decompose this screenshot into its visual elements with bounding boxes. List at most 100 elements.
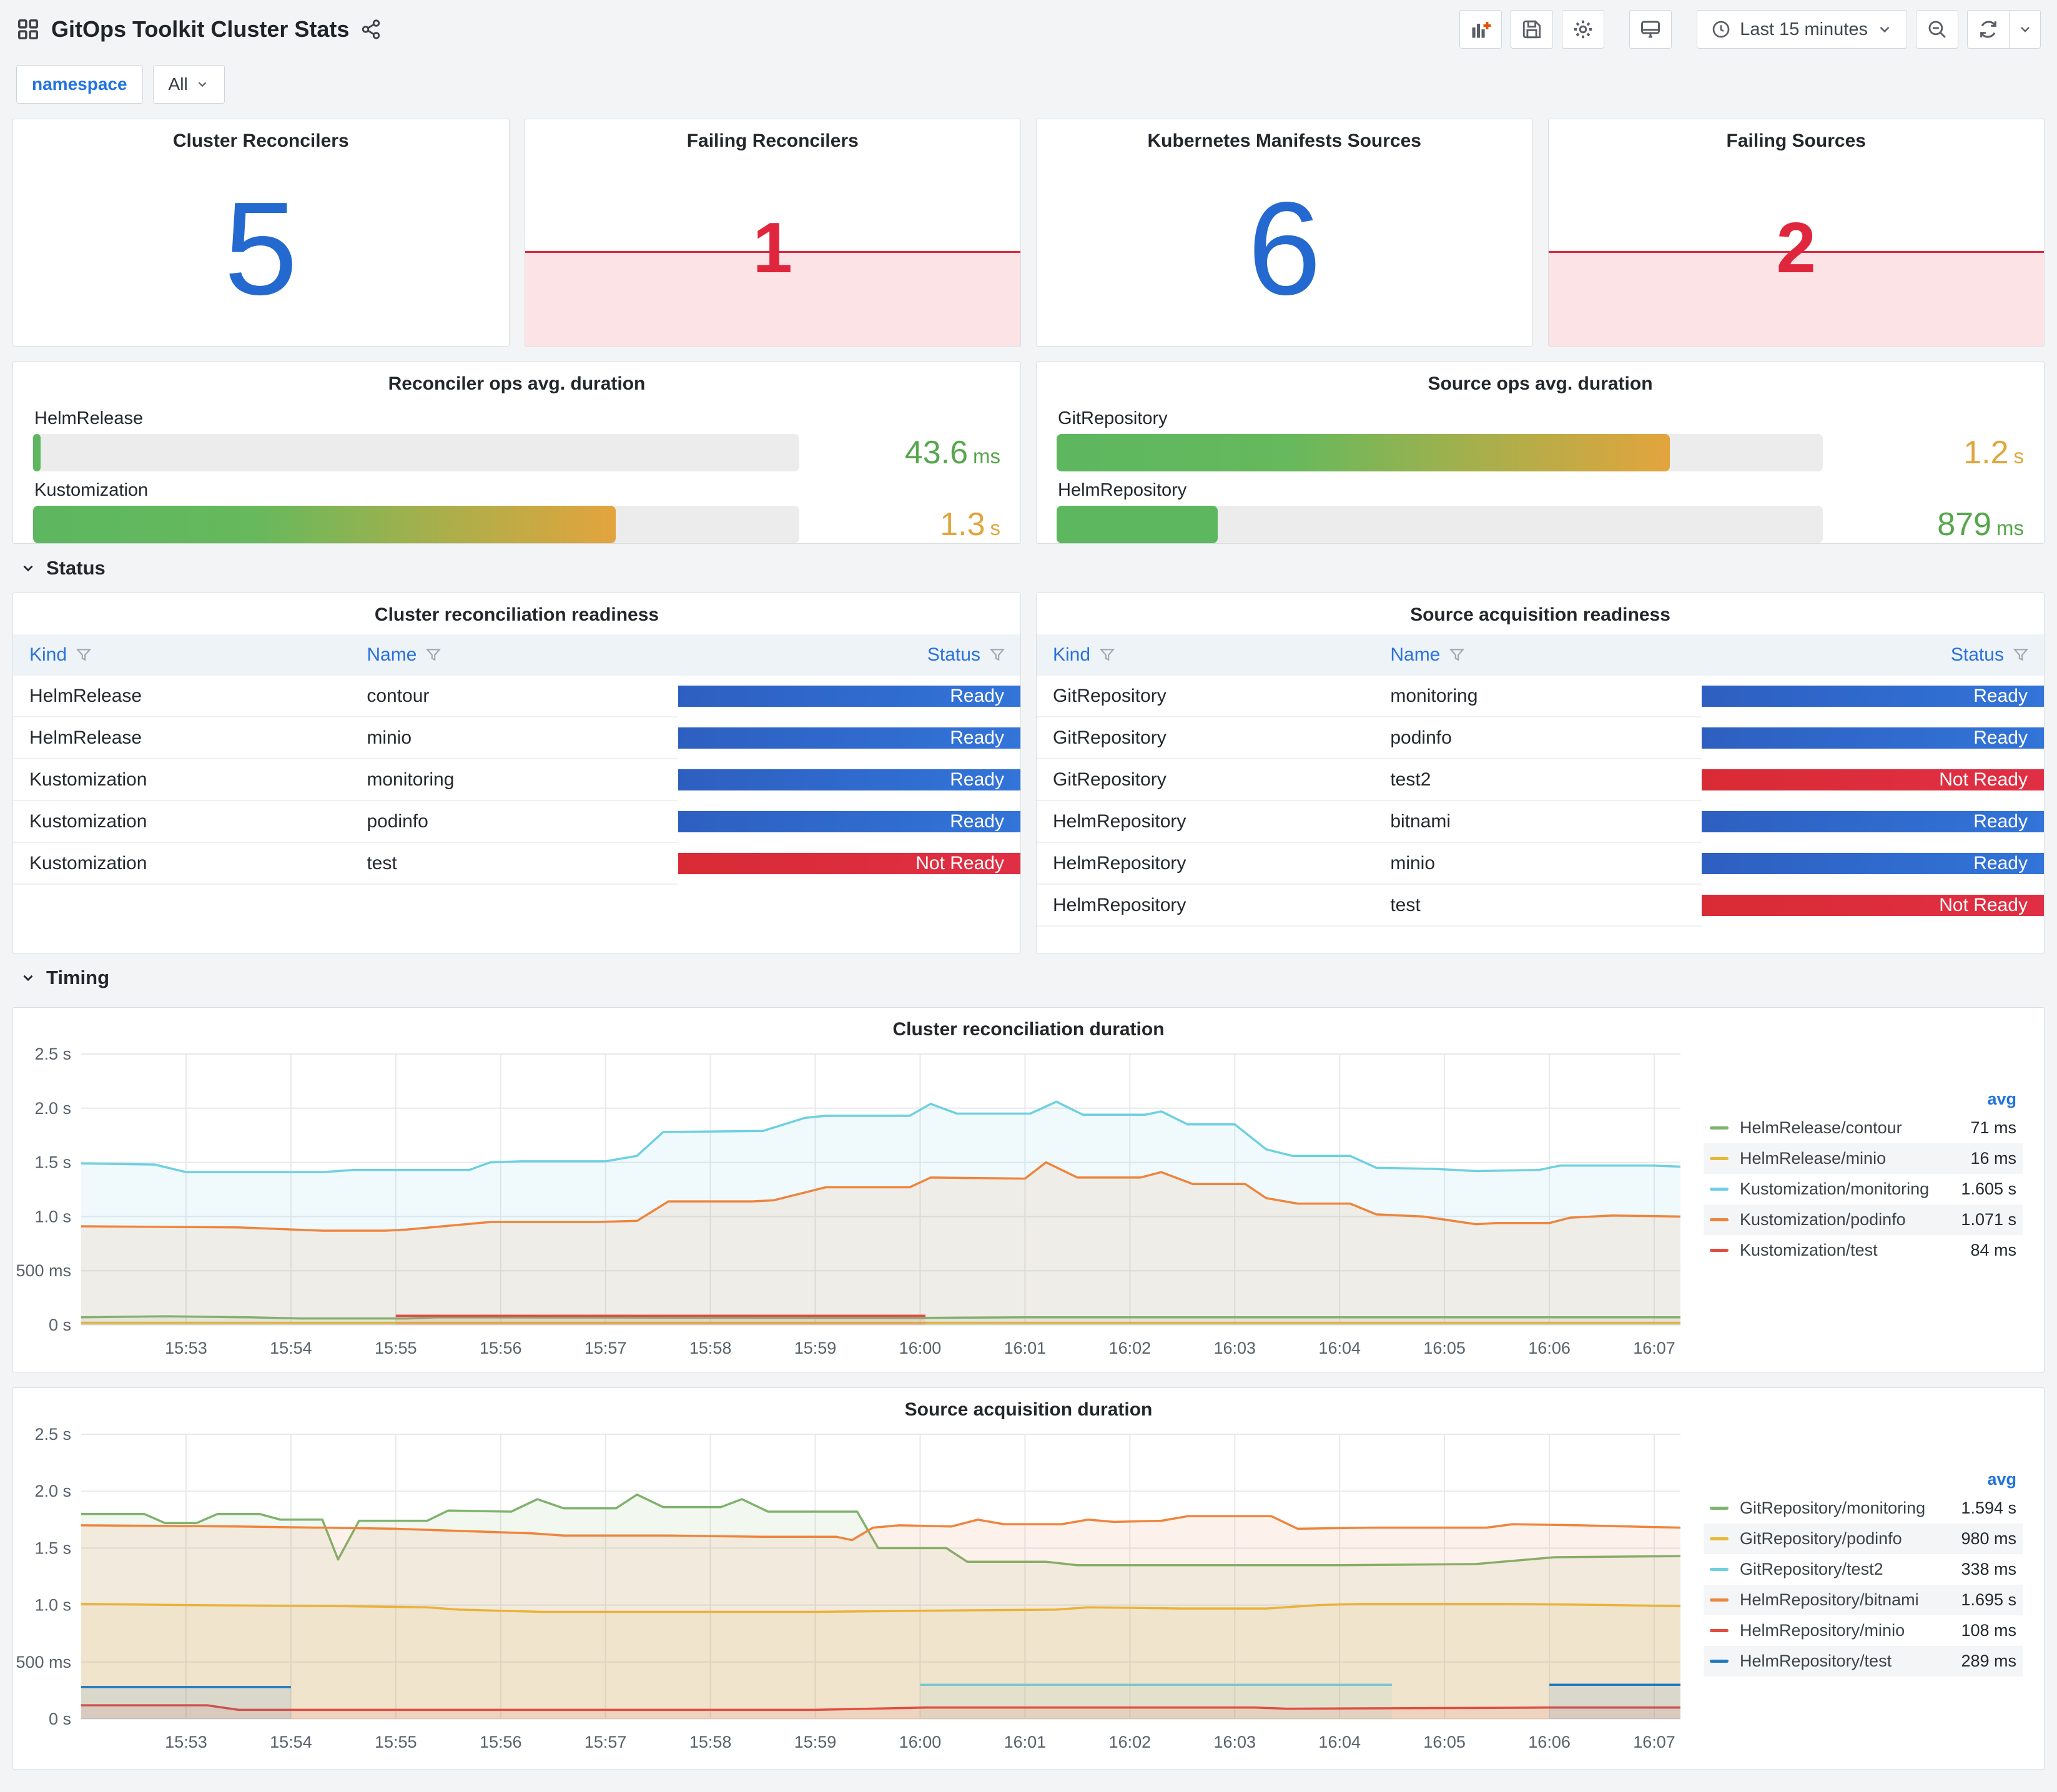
row-timing-toggle[interactable]: Timing [12, 953, 2045, 1002]
bar-gauge-title: Source ops avg. duration [1428, 373, 1653, 394]
svg-text:16:00: 16:00 [899, 1733, 942, 1751]
legend-item[interactable]: HelmRelease/contour 71 ms [1704, 1113, 2023, 1143]
table-panel-title: Source acquisition readiness [1410, 604, 1670, 625]
status-badge: Not Ready [1701, 769, 2044, 790]
legend-item[interactable]: GitRepository/monitoring 1.594 s [1704, 1493, 2023, 1524]
refresh-button-group [1967, 10, 2041, 49]
variable-namespace-value[interactable]: All [152, 65, 225, 104]
time-series-plot[interactable]: 0 s 500 ms 1.0 s 1.5 s 2.0 s 2.5 s 15:53 15:54 1… [16, 1044, 1689, 1369]
column-header-status[interactable]: Status [678, 644, 1020, 666]
svg-text:15:55: 15:55 [375, 1733, 417, 1751]
cell-status: Ready [1701, 843, 2044, 885]
svg-text:1.0 s: 1.0 s [34, 1207, 71, 1226]
row-status-toggle[interactable]: Status [12, 544, 2045, 593]
legend-series-name: HelmRepository/test [1740, 1652, 1892, 1670]
legend-item[interactable]: Kustomization/podinfo 1.071 s [1704, 1204, 2023, 1235]
svg-text:15:56: 15:56 [480, 1733, 522, 1751]
bar-gauge-fill [1057, 434, 1670, 471]
legend-item[interactable]: GitRepository/podinfo 980 ms [1704, 1524, 2023, 1554]
cell-status: Not Ready [1701, 885, 2044, 927]
save-dashboard-button[interactable] [1511, 10, 1554, 49]
threshold-fill-region [525, 252, 1020, 346]
table-row: GitRepository podinfo Ready [1037, 717, 2044, 759]
bar-gauge-value: 879 ms [1937, 506, 2024, 543]
table-row: Kustomization podinfo Ready [13, 801, 1020, 843]
variable-namespace-label[interactable]: namespace [16, 65, 143, 104]
bar-gauge-fill [33, 506, 616, 543]
svg-text:1.0 s: 1.0 s [34, 1596, 71, 1615]
cell-kind: GitRepository [1037, 717, 1374, 759]
row-timing-label: Timing [46, 967, 110, 988]
legend-item[interactable]: GitRepository/test2 338 ms [1704, 1554, 2023, 1585]
legend-item[interactable]: HelmRelease/minio 16 ms [1704, 1143, 2023, 1174]
stat-panel: Failing Sources 2 [1547, 119, 2045, 347]
svg-text:500 ms: 500 ms [16, 1653, 71, 1671]
cell-name: minio [1374, 843, 1702, 885]
dashboard-settings-button[interactable] [1562, 10, 1605, 49]
status-tables-row: Cluster reconciliation readiness Kind Name… [12, 593, 2045, 953]
add-panel-button[interactable] [1459, 10, 1502, 49]
table-panel-title: Cluster reconciliation readiness [374, 604, 659, 625]
cell-name: contour [350, 676, 678, 717]
svg-text:15:53: 15:53 [165, 1733, 207, 1751]
svg-text:15:54: 15:54 [270, 1733, 312, 1751]
refresh-interval-dropdown[interactable] [2010, 10, 2041, 49]
table-panel: Source acquisition readiness Kind Name Stat… [1036, 593, 2045, 953]
legend-series-name: Kustomization/podinfo [1740, 1210, 1906, 1229]
svg-text:2.0 s: 2.0 s [34, 1099, 71, 1118]
legend-avg-value: 16 ms [1970, 1149, 2016, 1168]
template-variables: namespace All [16, 65, 2041, 104]
svg-text:16:04: 16:04 [1318, 1733, 1361, 1751]
chevron-down-icon [198, 82, 206, 87]
svg-text:16:07: 16:07 [1633, 1339, 1675, 1357]
legend-item[interactable]: HelmRepository/bitnami 1.695 s [1704, 1585, 2023, 1615]
share-icon[interactable] [360, 19, 382, 40]
cell-name: monitoring [1374, 676, 1702, 717]
cell-kind: Kustomization [13, 759, 351, 801]
table-row: GitRepository test2 Not Ready [1037, 759, 2044, 801]
time-range-picker[interactable]: Last 15 minutes [1697, 10, 1907, 49]
chart-title: Source acquisition duration [904, 1399, 1153, 1420]
stat-panels-row: Cluster Reconcilers 5 Failing Reconcilers 1… [12, 119, 2045, 347]
stat-panel-title: Failing Sources [1726, 130, 1866, 151]
svg-text:16:02: 16:02 [1109, 1733, 1152, 1751]
time-series-plot[interactable]: 0 s 500 ms 1.0 s 1.5 s 2.0 s 2.5 s 15:53 15:54 1… [16, 1424, 1689, 1766]
legend-avg-header: avg [1987, 1470, 2016, 1489]
filter-funnel-icon [989, 649, 1005, 661]
cell-kind: HelmRepository [1037, 885, 1374, 927]
cell-status: Ready [1701, 717, 2044, 759]
legend-series-name: HelmRepository/bitnami [1740, 1590, 1919, 1609]
legend-item[interactable]: Kustomization/monitoring 1.605 s [1704, 1174, 2023, 1204]
zoom-out-button[interactable] [1916, 10, 1958, 49]
column-header-name[interactable]: Name [350, 644, 678, 666]
cell-status: Ready [678, 801, 1020, 843]
cell-status: Not Ready [678, 843, 1020, 885]
table-row: Kustomization monitoring Ready [13, 759, 1020, 801]
column-header-status[interactable]: Status [1702, 644, 2044, 666]
series-color-swatch [1710, 1537, 1729, 1540]
legend-item[interactable]: Kustomization/test 84 ms [1704, 1235, 2023, 1266]
bar-gauge-value: 1.3 s [940, 506, 1000, 543]
svg-text:16:05: 16:05 [1423, 1339, 1466, 1357]
bar-gauge-panel: Source ops avg. duration GitRepository 1.2… [1036, 362, 2045, 544]
refresh-button[interactable] [1967, 10, 2010, 49]
series-color-swatch [1710, 1507, 1729, 1510]
cell-name: monitoring [350, 759, 678, 801]
bar-gauge-fill [33, 434, 41, 471]
cell-status: Ready [1701, 676, 2044, 717]
filter-funnel-icon [2013, 649, 2029, 661]
column-header-kind[interactable]: Kind [13, 644, 350, 666]
series-color-swatch [1710, 1568, 1729, 1571]
tv-mode-button[interactable] [1629, 10, 1672, 49]
chart-plot-area: 0 s 500 ms 1.0 s 1.5 s 2.0 s 2.5 s 15:53 15:54 1… [13, 1044, 1704, 1372]
column-header-name[interactable]: Name [1374, 644, 1701, 666]
cell-status: Ready [678, 676, 1020, 717]
legend-item[interactable]: HelmRepository/minio 108 ms [1704, 1615, 2023, 1646]
apps-grid-icon[interactable] [16, 17, 40, 41]
bar-gauge-track [1057, 434, 1823, 471]
svg-text:16:01: 16:01 [1004, 1733, 1047, 1751]
legend-item[interactable]: HelmRepository/test 289 ms [1704, 1646, 2023, 1676]
table-row: HelmRepository minio Ready [1037, 843, 2044, 885]
cell-name: podinfo [350, 801, 678, 843]
column-header-kind[interactable]: Kind [1037, 644, 1374, 666]
